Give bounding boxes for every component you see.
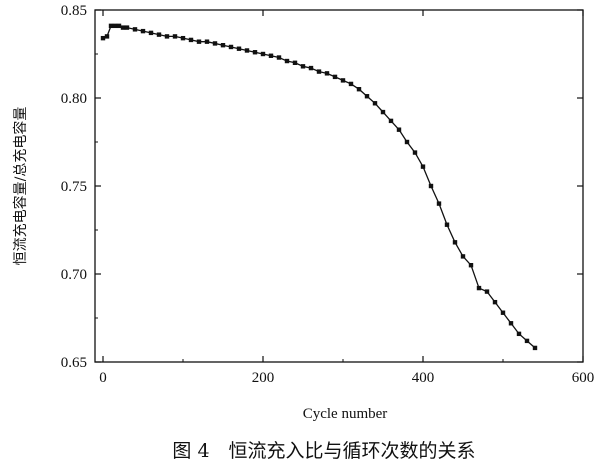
plot-frame (94, 9, 584, 363)
data-point (316, 69, 322, 74)
data-point (356, 87, 362, 92)
data-point (508, 321, 514, 326)
data-point (196, 39, 202, 44)
data-point (412, 150, 418, 155)
data-point (276, 55, 282, 60)
data-point (348, 81, 354, 87)
data-point (268, 53, 274, 58)
x-tick-label: 200 (252, 370, 275, 386)
data-point (300, 64, 306, 69)
x-tick-label: 400 (412, 370, 435, 386)
data-point (380, 109, 386, 115)
y-tick-label: 0.65 (61, 355, 87, 371)
data-point (228, 44, 234, 50)
data-point (308, 65, 314, 71)
data-point (124, 25, 130, 30)
data-point (140, 28, 146, 34)
y-tick-label: 0.85 (61, 3, 87, 19)
data-point (404, 139, 410, 145)
x-tick-label: 0 (99, 370, 107, 386)
data-point (108, 23, 114, 29)
data-point (284, 58, 290, 64)
data-point (388, 118, 394, 124)
data-point (516, 331, 522, 337)
data-point (372, 101, 378, 106)
data-point (492, 299, 498, 305)
data-point (104, 34, 110, 39)
data-point (120, 25, 126, 30)
axis-ticks (95, 9, 584, 363)
data-point (188, 37, 194, 43)
data-point (112, 23, 118, 29)
data-point (396, 127, 402, 132)
data-point (532, 345, 538, 351)
series-markers (100, 23, 538, 351)
x-tick-label: 600 (572, 370, 595, 386)
data-point (340, 78, 346, 83)
data-point (180, 35, 186, 41)
data-point (252, 50, 258, 55)
data-point (156, 32, 162, 37)
y-tick-label: 0.80 (61, 91, 87, 107)
y-axis-title: 恒流充电容量/总充电容量 (12, 107, 29, 266)
data-point (204, 39, 210, 44)
data-point (164, 34, 170, 39)
data-point (332, 74, 338, 80)
series-line (102, 25, 536, 349)
data-point (524, 338, 530, 344)
data-point (148, 30, 154, 36)
data-point (364, 94, 370, 99)
data-point (100, 35, 106, 41)
y-tick-label: 0.70 (61, 267, 87, 283)
data-point (444, 222, 450, 227)
data-point (324, 71, 330, 76)
x-axis-title: Cycle number (303, 406, 388, 422)
figure-caption: 图 4 恒流充入比与循环次数的关系 (172, 440, 475, 462)
data-point (212, 41, 218, 46)
data-point (452, 240, 458, 245)
data-point (292, 60, 298, 65)
tick-labels: 0 200 400 600 0.65 0.70 0.75 0.80 0.85 (61, 3, 595, 386)
data-point (428, 183, 434, 189)
data-point (420, 164, 426, 169)
data-point (476, 285, 482, 291)
data-point (116, 23, 122, 29)
data-point (244, 48, 250, 53)
data-point (436, 201, 442, 206)
data-point (500, 310, 506, 315)
y-tick-label: 0.75 (61, 179, 87, 195)
data-point (484, 289, 490, 294)
data-point (132, 27, 138, 32)
data-point (260, 51, 266, 57)
data-point (220, 43, 226, 48)
data-point (468, 263, 474, 268)
data-point (172, 34, 178, 39)
data-point (460, 254, 466, 259)
data-point (236, 46, 242, 51)
